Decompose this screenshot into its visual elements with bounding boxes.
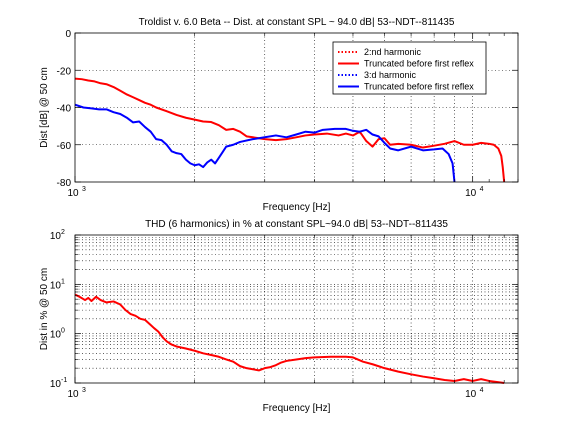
legend-label-3rd-truncated: Truncated before first reflex — [364, 82, 474, 92]
y-tick-label: 10 — [50, 231, 62, 242]
legend-entry: 3:d harmonic — [338, 70, 417, 80]
y-tick-label: -20 — [57, 66, 72, 77]
x-tick-label: 10 — [465, 188, 477, 199]
y-tick-label: 10 — [50, 330, 62, 341]
y-tick-label: 10 — [50, 280, 62, 291]
legend-box — [332, 41, 487, 95]
x-tick-exponent: 4 — [480, 387, 484, 394]
legend-entry: Truncated before first reflex — [338, 59, 474, 69]
distortion-y-axis-label: Dist [dB] @ 50 cm — [39, 67, 50, 148]
thd-ticks: 10 3 10 410 -110 010 110 2 — [50, 229, 519, 400]
thd-x-axis-label: Frequency [Hz] — [263, 403, 331, 414]
y-tick-exponent: 2 — [61, 229, 65, 236]
legend-label-2nd-truncated: Truncated before first reflex — [364, 59, 474, 69]
y-tick-exponent: 0 — [61, 328, 65, 335]
x-tick-label: 10 — [67, 188, 79, 199]
legend-label-2nd-harmonic: 2:nd harmonic — [364, 47, 422, 57]
thd-axes-frame — [74, 234, 519, 384]
legend-label-3rd-harmonic: 3:d harmonic — [364, 70, 417, 80]
thd-chart-title: THD (6 harmonics) in % at constant SPL~9… — [145, 219, 448, 230]
y-tick-label: -40 — [57, 104, 72, 115]
series-line-2 — [74, 103, 456, 183]
y-tick-label: -80 — [57, 178, 72, 189]
distortion-chart-title: Troldist v. 6.0 Beta -- Dist. at constan… — [139, 17, 455, 28]
x-tick-label: 10 — [465, 389, 477, 400]
distortion-db-chart: 10 3 10 40-20-40-60-80 Troldist v. 6.0 Beta… — [39, 17, 519, 213]
thd-y-axis-label: Dist in % @ 50 cm — [39, 268, 50, 350]
distortion-x-axis-label: Frequency [Hz] — [263, 202, 331, 213]
legend-entry: Truncated before first reflex — [338, 82, 474, 92]
thd-series — [74, 293, 505, 384]
legend-entry: 2:nd harmonic — [338, 47, 422, 57]
y-tick-label: 10 — [50, 379, 62, 390]
x-tick-exponent: 3 — [82, 186, 86, 193]
x-tick-exponent: 3 — [82, 387, 86, 394]
y-tick-label: -60 — [57, 141, 72, 152]
distortion-series — [74, 77, 506, 183]
distortion-legend: 2:nd harmonic Truncated before first ref… — [332, 41, 487, 95]
x-tick-exponent: 4 — [480, 186, 484, 193]
y-tick-exponent: -1 — [61, 377, 67, 384]
distortion-ticks: 10 3 10 40-20-40-60-80 — [57, 29, 519, 199]
series-line-1 — [74, 293, 505, 384]
series-line-1 — [74, 77, 506, 183]
y-tick-exponent: 1 — [61, 278, 65, 285]
thd-percent-chart: 10 3 10 410 -110 010 110 2 THD (6 harmonics) in… — [39, 219, 519, 414]
x-tick-label: 10 — [67, 389, 79, 400]
y-tick-label: 0 — [65, 29, 71, 40]
